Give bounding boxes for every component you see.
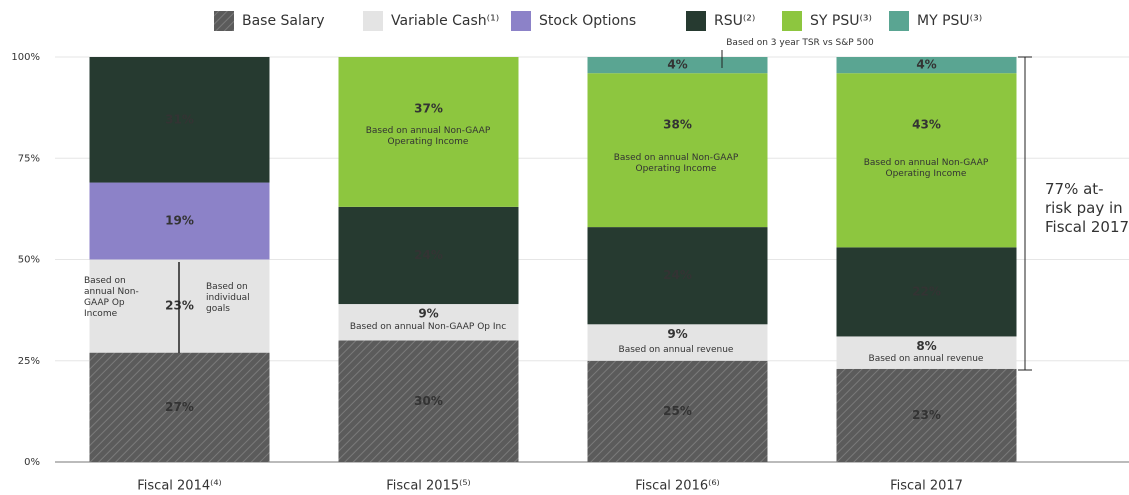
bar-segment bbox=[587, 324, 768, 361]
value-label: 23% bbox=[912, 408, 941, 422]
annotation: Based on 3 year TSR vs S&P 500 bbox=[726, 38, 874, 48]
bar-segment bbox=[836, 247, 1017, 337]
legend-label: RSU⁽²⁾ bbox=[714, 13, 755, 29]
annotation: Based on annual revenue bbox=[868, 354, 984, 364]
bar-segment bbox=[836, 57, 1017, 74]
annotation: Based on annual revenue bbox=[618, 345, 734, 355]
legend-swatch bbox=[214, 11, 234, 31]
value-label: 24% bbox=[414, 248, 443, 262]
value-label: 27% bbox=[165, 400, 194, 414]
value-label: 19% bbox=[165, 214, 194, 228]
value-label: 9% bbox=[667, 327, 687, 341]
legend-label: MY PSU⁽³⁾ bbox=[917, 13, 982, 29]
x-tick-label: Fiscal 2017 bbox=[890, 479, 963, 494]
legend-label: Base Salary bbox=[242, 13, 325, 29]
annotation: Based on annual Non-GAAP Operating Incom… bbox=[365, 126, 491, 147]
x-tick-label: Fiscal 2016⁽⁶⁾ bbox=[635, 479, 719, 494]
bar-segment bbox=[587, 227, 768, 325]
bar-segment bbox=[89, 182, 270, 260]
bar-segment bbox=[587, 360, 768, 462]
legend-swatch bbox=[782, 11, 802, 31]
value-label: 43% bbox=[912, 118, 941, 132]
legend-swatch bbox=[889, 11, 909, 31]
value-label: 9% bbox=[418, 307, 438, 321]
legend-swatch bbox=[511, 11, 531, 31]
bar-segment bbox=[836, 73, 1017, 248]
annotation: Based on annual Non-GAAP Op Inc bbox=[349, 322, 507, 332]
bar-segment bbox=[89, 352, 270, 462]
bar-segment bbox=[89, 57, 270, 183]
bar-segment bbox=[338, 304, 519, 341]
annotation: Based on annual Non-GAAP Op Income bbox=[84, 276, 139, 319]
legend-label: Variable Cash⁽¹⁾ bbox=[391, 13, 499, 29]
value-label: 4% bbox=[667, 58, 687, 72]
value-label: 22% bbox=[912, 284, 941, 298]
x-tick-label: Fiscal 2014⁽⁴⁾ bbox=[137, 479, 221, 494]
annotation: 77% at-risk pay in Fiscal 2017 bbox=[1045, 180, 1129, 236]
legend-label: Stock Options bbox=[539, 13, 636, 29]
value-label: 24% bbox=[663, 268, 692, 282]
bar-segment bbox=[836, 368, 1017, 462]
value-label: 38% bbox=[663, 118, 692, 132]
y-tick-label: 100% bbox=[11, 52, 40, 63]
x-tick-label: Fiscal 2015⁽⁵⁾ bbox=[386, 479, 470, 494]
bar-segment bbox=[587, 73, 768, 228]
bar-segment bbox=[338, 206, 519, 305]
value-label: 30% bbox=[414, 394, 443, 408]
value-label: 31% bbox=[165, 112, 194, 126]
annotation: Based on annual Non-GAAP Operating Incom… bbox=[863, 158, 989, 179]
annotation: Based on annual Non-GAAP Operating Incom… bbox=[613, 153, 739, 174]
y-tick-label: 75% bbox=[18, 153, 40, 164]
bar-segment bbox=[338, 340, 519, 462]
bar-segment bbox=[836, 336, 1017, 369]
bar-segment bbox=[338, 57, 519, 207]
legend-swatch bbox=[363, 11, 383, 31]
value-label: 4% bbox=[916, 58, 936, 72]
value-label: 8% bbox=[916, 339, 936, 353]
annotation: Based on individual goals bbox=[206, 282, 250, 314]
legend-label: SY PSU⁽³⁾ bbox=[810, 13, 872, 29]
y-tick-label: 25% bbox=[18, 356, 40, 367]
value-label: 25% bbox=[663, 404, 692, 418]
y-tick-label: 0% bbox=[24, 457, 40, 468]
legend-swatch bbox=[686, 11, 706, 31]
y-tick-label: 50% bbox=[18, 255, 40, 266]
value-label: 37% bbox=[414, 102, 443, 116]
